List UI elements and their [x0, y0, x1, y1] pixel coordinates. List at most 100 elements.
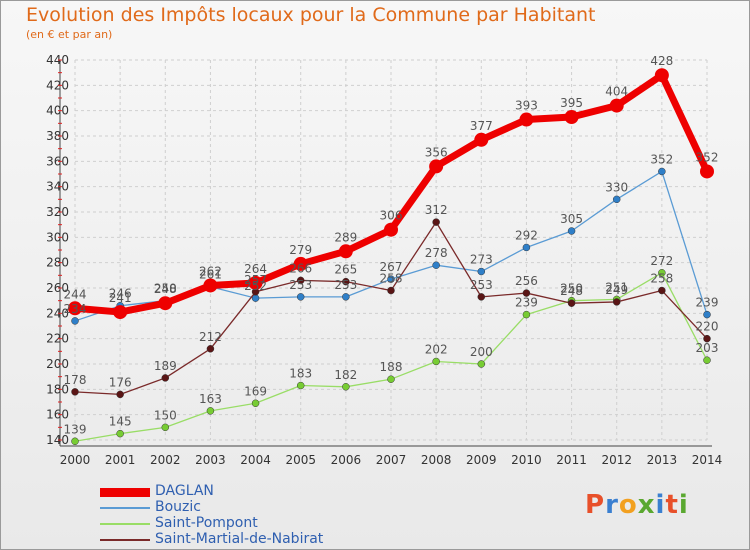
data-point	[432, 261, 440, 269]
x-tick-label: 2000	[60, 453, 91, 467]
data-point	[474, 132, 489, 147]
data-point	[342, 383, 350, 391]
legend-swatch	[100, 539, 150, 541]
y-tick-label: 440	[46, 53, 69, 67]
y-tick-label: 400	[46, 104, 69, 118]
data-point	[116, 429, 124, 438]
x-tick-label: 2001	[105, 453, 136, 467]
data-point	[703, 310, 711, 319]
data-point	[477, 267, 486, 276]
y-tick-label: 380	[46, 129, 69, 143]
data-label: 183	[289, 367, 312, 381]
data-point	[429, 159, 444, 174]
x-tick-label: 2006	[331, 453, 362, 467]
data-point	[522, 243, 531, 252]
data-label: 251	[605, 280, 628, 294]
data-label: 393	[515, 99, 538, 113]
logo-letter: x	[637, 490, 656, 520]
data-point	[161, 423, 170, 432]
data-label: 306	[380, 209, 403, 223]
x-tick-label: 2002	[150, 453, 181, 467]
data-label: 150	[154, 408, 177, 422]
data-label: 257	[244, 273, 267, 287]
data-label: 352	[650, 152, 673, 166]
x-tick-label: 2010	[511, 453, 542, 467]
data-label: 188	[380, 360, 403, 374]
data-label: 239	[696, 296, 719, 310]
grid	[74, 59, 708, 441]
data-point	[251, 399, 260, 408]
proxiti-logo: Proxiti	[585, 490, 689, 520]
x-tick-label: 2007	[376, 453, 407, 467]
data-label: 248	[154, 282, 177, 296]
chart-title: Evolution des Impôts locaux pour la Comm…	[26, 4, 596, 26]
data-label: 377	[470, 119, 493, 133]
data-label: 139	[64, 422, 87, 436]
data-point	[703, 334, 711, 343]
data-point	[658, 286, 666, 295]
data-label: 241	[109, 291, 132, 305]
data-label: 278	[425, 246, 448, 260]
data-point	[519, 112, 534, 127]
data-point	[477, 293, 486, 301]
data-point	[161, 374, 170, 382]
data-label: 266	[289, 261, 312, 275]
data-label: 267	[380, 260, 403, 274]
legend-swatch	[100, 507, 150, 509]
data-point	[658, 167, 666, 176]
data-label: 256	[515, 274, 538, 288]
data-point	[296, 381, 305, 390]
data-label: 404	[605, 85, 628, 99]
data-label: 261	[199, 268, 222, 282]
data-label: 395	[560, 96, 583, 110]
data-point	[477, 360, 486, 368]
data-label: 258	[380, 272, 403, 286]
data-point	[567, 227, 576, 235]
data-label: 265	[334, 263, 357, 277]
data-label: 202	[425, 342, 448, 356]
data-label: 258	[650, 272, 673, 286]
data-point	[612, 298, 621, 306]
data-label: 428	[650, 54, 673, 68]
data-point	[700, 164, 714, 179]
x-tick-label: 2009	[466, 453, 497, 467]
data-point	[113, 305, 128, 320]
data-point	[342, 293, 350, 301]
data-label: 248	[560, 284, 583, 298]
data-label: 200	[470, 345, 493, 359]
data-label: 249	[605, 283, 628, 297]
data-point	[68, 301, 82, 316]
data-point	[296, 293, 305, 301]
data-label: 312	[425, 203, 448, 217]
x-tick-label: 2011	[556, 453, 587, 467]
data-point	[658, 269, 666, 277]
data-label: 253	[470, 278, 493, 292]
y-tick-label: 360	[46, 154, 69, 168]
data-label: 262	[199, 264, 222, 278]
data-label: 145	[109, 415, 132, 429]
data-point	[71, 388, 79, 396]
legend-swatch	[100, 523, 150, 525]
data-point	[338, 244, 353, 259]
data-label: 169	[244, 384, 267, 398]
data-label: 289	[334, 230, 357, 244]
data-point	[703, 356, 711, 364]
data-label: 273	[470, 253, 493, 267]
data-label: 239	[515, 296, 538, 310]
data-point	[522, 289, 531, 297]
logo-letter: o	[618, 490, 638, 520]
logo-letter: r	[605, 490, 619, 520]
x-tick-label: 2008	[421, 453, 452, 467]
data-point	[387, 286, 395, 295]
y-tick-label: 320	[46, 205, 69, 219]
y-tick-label: 160	[46, 408, 69, 422]
y-tick-label: 180	[46, 382, 69, 396]
y-tick-label: 340	[46, 180, 69, 194]
legend-swatch	[100, 487, 150, 497]
data-label: 176	[109, 375, 132, 389]
data-label: 253	[289, 278, 312, 292]
data-point	[203, 278, 218, 293]
data-point	[296, 276, 305, 285]
